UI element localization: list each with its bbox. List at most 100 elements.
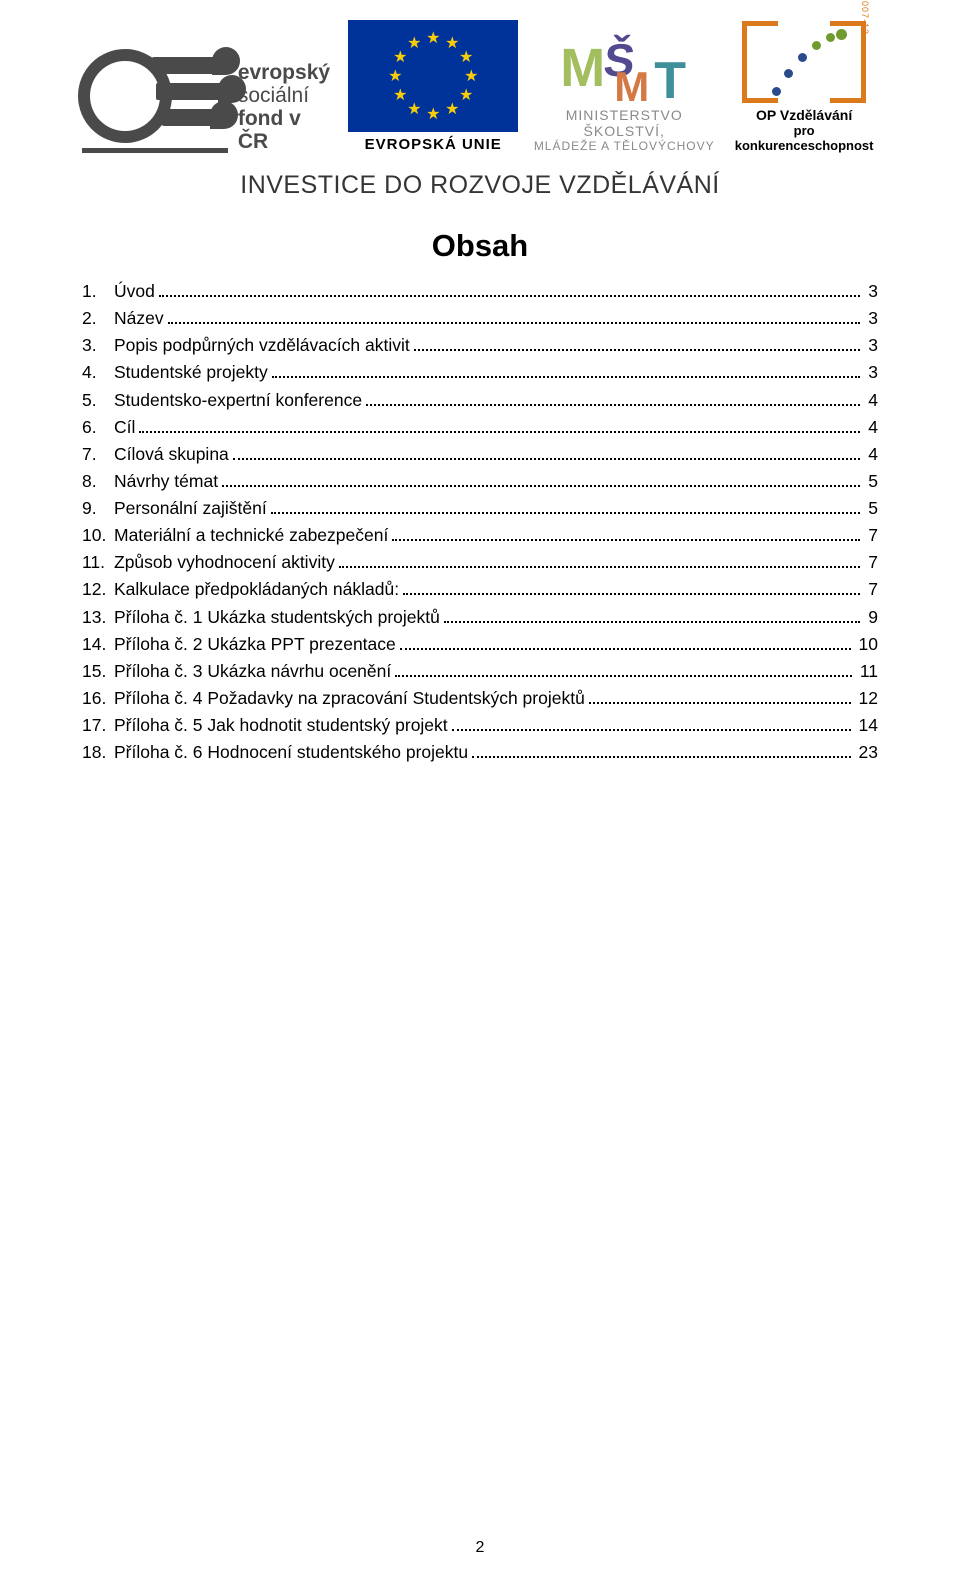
page-number: 2 bbox=[0, 1539, 960, 1557]
toc-leader-dots bbox=[444, 607, 860, 623]
toc-item-label: Materiální a technické zabezpečení bbox=[114, 522, 388, 549]
toc-item[interactable]: 16.Příloha č. 4 Požadavky na zpracování … bbox=[82, 685, 878, 712]
toc-title: Obsah bbox=[82, 228, 878, 264]
toc-item-label: Příloha č. 4 Požadavky na zpracování Stu… bbox=[114, 685, 585, 712]
esf-logo-text: evropský sociální fond v ČR bbox=[238, 61, 334, 153]
esf-logo: evropský sociální fond v ČR bbox=[82, 43, 334, 153]
toc-item[interactable]: 6.Cíl4 bbox=[82, 414, 878, 441]
toc-item-page: 14 bbox=[855, 712, 878, 739]
toc-item-number: 6. bbox=[82, 414, 114, 441]
toc-item-label: Příloha č. 3 Ukázka návrhu ocenění bbox=[114, 658, 391, 685]
toc-item-page: 3 bbox=[864, 305, 878, 332]
toc-item[interactable]: 14.Příloha č. 2 Ukázka PPT prezentace10 bbox=[82, 631, 878, 658]
toc-item[interactable]: 9.Personální zajištění 5 bbox=[82, 495, 878, 522]
eu-star-icon: ★ bbox=[393, 47, 407, 67]
toc-item-page: 3 bbox=[864, 332, 878, 359]
toc-item-label: Příloha č. 5 Jak hodnotit studentský pro… bbox=[114, 712, 448, 739]
toc-leader-dots bbox=[403, 579, 860, 595]
toc-item-label: Popis podpůrných vzdělávacích aktivit bbox=[114, 332, 410, 359]
eu-star-icon: ★ bbox=[426, 28, 440, 48]
toc-leader-dots bbox=[366, 390, 860, 406]
toc-item-number: 13. bbox=[82, 604, 114, 631]
toc-leader-dots bbox=[400, 634, 851, 650]
toc-item-label: Cílová skupina bbox=[114, 441, 229, 468]
page: evropský sociální fond v ČR ★★★★★★★★★★★★… bbox=[0, 0, 960, 1587]
toc-item-label: Studentské projekty bbox=[114, 359, 268, 386]
toc-item-label: Způsob vyhodnocení aktivity bbox=[114, 549, 335, 576]
eu-star-icon: ★ bbox=[459, 47, 473, 67]
toc-item[interactable]: 18.Příloha č. 6 Hodnocení studentského p… bbox=[82, 739, 878, 766]
toc-item-number: 4. bbox=[82, 359, 114, 386]
toc-item-label: Personální zajištění bbox=[114, 495, 267, 522]
toc-item-label: Název bbox=[114, 305, 164, 332]
eu-star-icon: ★ bbox=[445, 99, 459, 119]
toc-item[interactable]: 4.Studentské projekty 3 bbox=[82, 359, 878, 386]
toc-item-number: 9. bbox=[82, 495, 114, 522]
op-line1: OP Vzdělávání bbox=[730, 107, 878, 123]
toc-item-label: Návrhy témat bbox=[114, 468, 218, 495]
toc-item[interactable]: 10.Materiální a technické zabezpečení 7 bbox=[82, 522, 878, 549]
msmt-logo-icon: M Š M T bbox=[560, 37, 688, 107]
toc-item-number: 5. bbox=[82, 387, 114, 414]
toc-leader-dots bbox=[414, 335, 861, 351]
toc-item-label: Příloha č. 2 Ukázka PPT prezentace bbox=[114, 631, 396, 658]
toc-item-number: 18. bbox=[82, 739, 114, 766]
op-line2: pro konkurenceschopnost bbox=[730, 123, 878, 153]
op-side-label: 2007-13 bbox=[860, 0, 870, 35]
toc-leader-dots bbox=[472, 742, 850, 758]
toc-item-number: 2. bbox=[82, 305, 114, 332]
toc-item[interactable]: 12.Kalkulace předpokládaných nákladů:7 bbox=[82, 576, 878, 603]
toc-leader-dots bbox=[222, 471, 860, 487]
toc-leader-dots bbox=[139, 417, 860, 433]
esf-logo-icon bbox=[82, 43, 228, 153]
toc-item[interactable]: 11.Způsob vyhodnocení aktivity7 bbox=[82, 549, 878, 576]
toc-item-page: 7 bbox=[864, 576, 878, 603]
msmt-line1: MINISTERSTVO ŠKOLSTVÍ, bbox=[532, 107, 716, 139]
toc-item-number: 14. bbox=[82, 631, 114, 658]
eu-star-icon: ★ bbox=[393, 85, 407, 105]
op-logo-text: OP Vzdělávání pro konkurenceschopnost bbox=[730, 107, 878, 153]
toc-item-page: 4 bbox=[864, 387, 878, 414]
toc-item-number: 1. bbox=[82, 278, 114, 305]
toc-item[interactable]: 3.Popis podpůrných vzdělávacích aktivit3 bbox=[82, 332, 878, 359]
toc-leader-dots bbox=[339, 552, 860, 568]
toc-item[interactable]: 1.Úvod3 bbox=[82, 278, 878, 305]
toc-item-page: 4 bbox=[864, 414, 878, 441]
toc-leader-dots bbox=[271, 498, 861, 514]
esf-line1: evropský bbox=[238, 61, 334, 84]
toc-item-page: 5 bbox=[864, 495, 878, 522]
msmt-line2: MLÁDEŽE A TĚLOVÝCHOVY bbox=[532, 139, 716, 153]
eu-star-icon: ★ bbox=[388, 66, 402, 86]
eu-star-icon: ★ bbox=[459, 85, 473, 105]
esf-line2: sociální bbox=[238, 84, 334, 107]
toc-item-page: 3 bbox=[864, 278, 878, 305]
toc-item-number: 10. bbox=[82, 522, 114, 549]
eu-label: EVROPSKÁ UNIE bbox=[365, 136, 502, 153]
eu-flag-icon: ★★★★★★★★★★★★ bbox=[348, 20, 518, 132]
toc-item[interactable]: 2.Název 3 bbox=[82, 305, 878, 332]
toc-item-label: Příloha č. 6 Hodnocení studentského proj… bbox=[114, 739, 468, 766]
toc-item[interactable]: 7.Cílová skupina4 bbox=[82, 441, 878, 468]
toc-item[interactable]: 8.Návrhy témat5 bbox=[82, 468, 878, 495]
toc-item-page: 12 bbox=[855, 685, 878, 712]
toc-item[interactable]: 15.Příloha č. 3 Ukázka návrhu ocenění11 bbox=[82, 658, 878, 685]
toc-leader-dots bbox=[392, 525, 860, 541]
toc-item-number: 16. bbox=[82, 685, 114, 712]
toc-list: 1.Úvod32.Název33.Popis podpůrných vzdělá… bbox=[82, 278, 878, 766]
toc-item-page: 3 bbox=[864, 359, 878, 386]
toc-leader-dots bbox=[452, 715, 851, 731]
op-logo: 2007-13 OP Vzdělávání pro konkurencescho… bbox=[730, 21, 878, 153]
toc-item-number: 17. bbox=[82, 712, 114, 739]
toc-item[interactable]: 17.Příloha č. 5 Jak hodnotit studentský … bbox=[82, 712, 878, 739]
toc-item-number: 15. bbox=[82, 658, 114, 685]
eu-star-icon: ★ bbox=[426, 104, 440, 124]
toc-item[interactable]: 13.Příloha č. 1 Ukázka studentských proj… bbox=[82, 604, 878, 631]
toc-item-page: 7 bbox=[864, 522, 878, 549]
toc-item-label: Kalkulace předpokládaných nákladů: bbox=[114, 576, 399, 603]
toc-leader-dots bbox=[159, 281, 860, 297]
toc-leader-dots bbox=[168, 308, 861, 324]
toc-item[interactable]: 5.Studentsko-expertní konference4 bbox=[82, 387, 878, 414]
eu-logo: ★★★★★★★★★★★★ EVROPSKÁ UNIE bbox=[348, 20, 518, 153]
eu-star-icon: ★ bbox=[445, 33, 459, 53]
toc-leader-dots bbox=[233, 444, 860, 460]
